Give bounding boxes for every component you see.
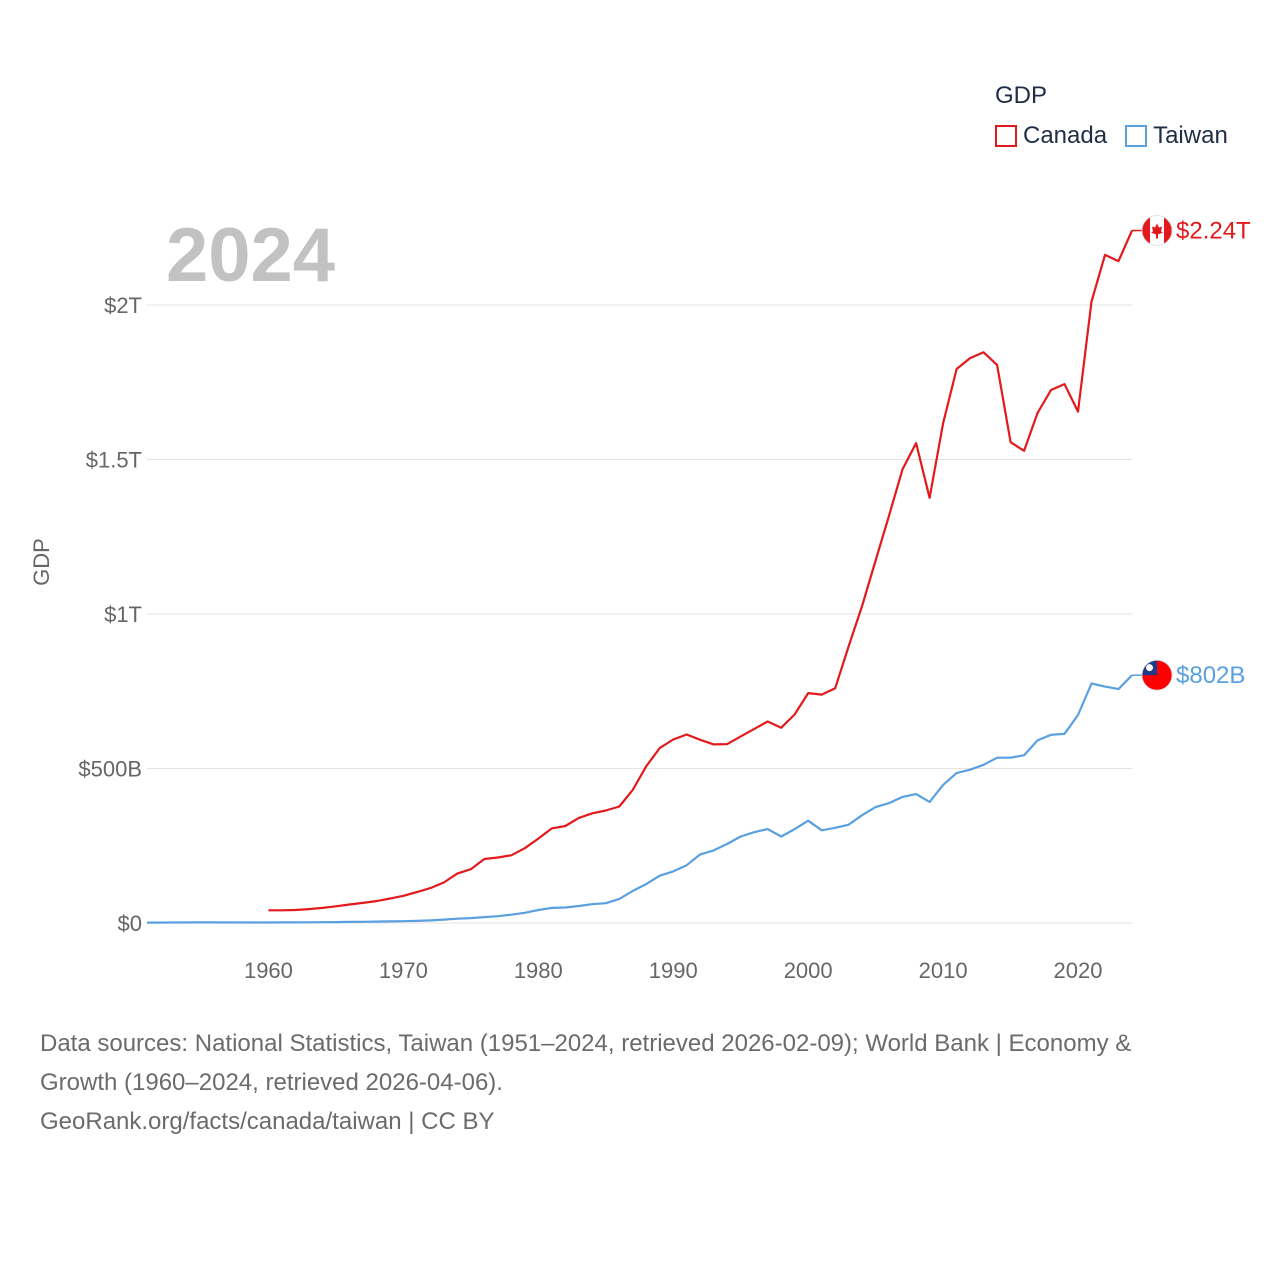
y-axis-label: GDP — [29, 538, 54, 586]
y-tick-label: $500B — [78, 757, 142, 782]
legend-item-taiwan[interactable]: Taiwan — [1125, 122, 1228, 150]
canada-flag-icon — [1141, 215, 1173, 246]
x-tick-label: 1970 — [379, 958, 428, 983]
footer-sources: Data sources: National Statistics, Taiwa… — [40, 1024, 1240, 1141]
footer-line-1: Data sources: National Statistics, Taiwa… — [40, 1030, 1132, 1057]
footer-line-2: Growth (1960–2024, retrieved 2026-04-06)… — [40, 1069, 503, 1096]
legend-swatch-canada — [995, 125, 1017, 147]
end-label-canada: $2.24T — [1176, 218, 1251, 245]
y-tick-label: $1T — [104, 602, 142, 627]
legend-item-canada[interactable]: Canada — [995, 122, 1107, 150]
y-tick-label: $0 — [118, 911, 142, 936]
series-line-canada — [268, 230, 1134, 912]
legend-title: GDP — [995, 82, 1048, 109]
x-tick-label: 1980 — [514, 958, 563, 983]
series-line-taiwan — [146, 674, 1133, 924]
y-tick-label: $1.5T — [86, 448, 142, 473]
footer-line-3: GeoRank.org/facts/canada/taiwan | CC BY — [40, 1108, 495, 1135]
x-tick-label: 1960 — [244, 958, 293, 983]
gridlines — [147, 304, 1132, 924]
x-tick-label: 2010 — [919, 958, 968, 983]
series-lines — [146, 230, 1134, 924]
x-tick-label: 2020 — [1054, 958, 1103, 983]
legend-swatch-taiwan — [1125, 125, 1148, 147]
legend: Canada Taiwan — [995, 122, 1228, 150]
x-axis-ticks: 1960 1970 1980 1990 2000 2010 2020 — [244, 958, 1103, 983]
end-label-taiwan: $802B — [1176, 662, 1245, 689]
taiwan-flag-icon — [1141, 659, 1173, 691]
y-tick-label: $2T — [104, 293, 142, 318]
legend-label-canada: Canada — [1023, 122, 1108, 149]
x-tick-label: 2000 — [784, 958, 833, 983]
legend-label-taiwan: Taiwan — [1153, 122, 1228, 149]
year-label: 2024 — [166, 213, 336, 298]
series-end-markers: $2.24T $802B — [1132, 215, 1251, 691]
y-axis-ticks: $0 $500B $1T $1.5T $2T — [78, 293, 142, 936]
x-tick-label: 1990 — [649, 958, 698, 983]
